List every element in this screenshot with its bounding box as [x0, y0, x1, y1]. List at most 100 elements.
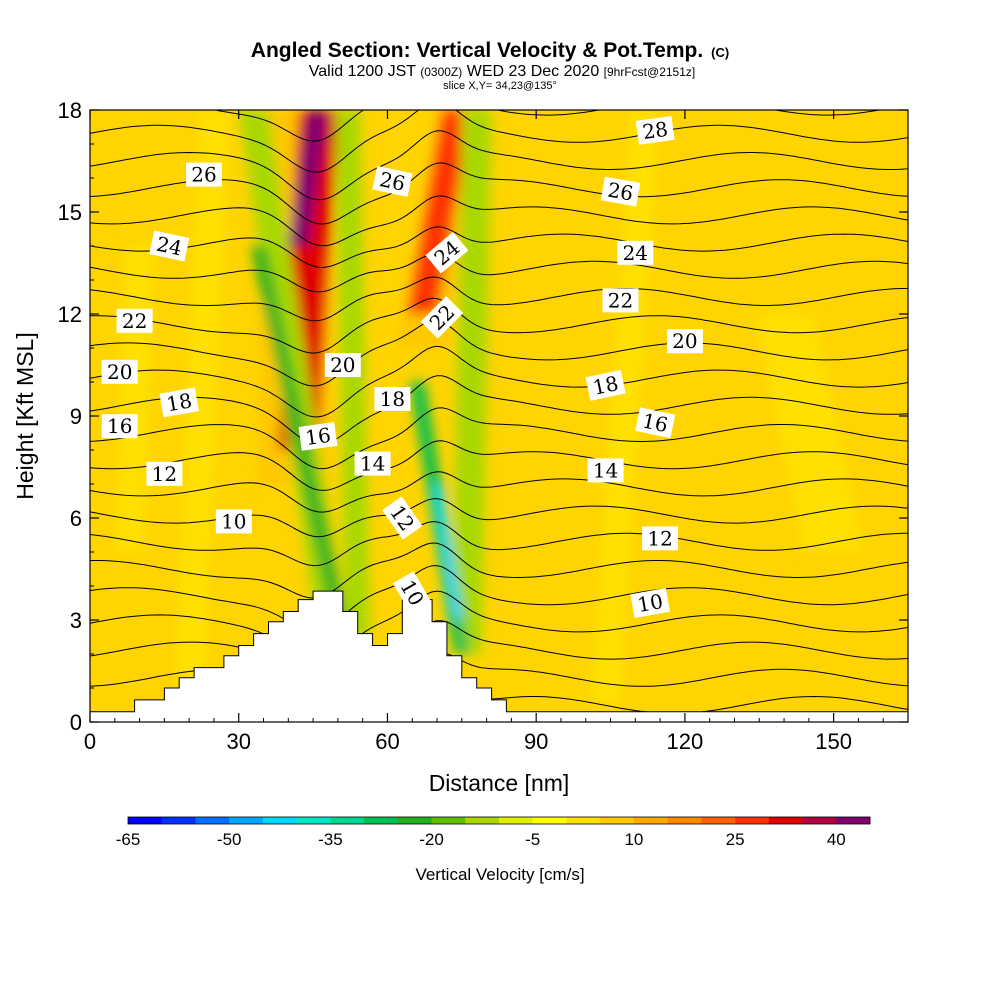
- contour-label-bg: [420, 296, 464, 339]
- terrain: [90, 590, 908, 722]
- colorbar-swatch: [397, 817, 432, 824]
- theta-contour-line: [90, 407, 908, 470]
- velocity-band: [174, 110, 229, 705]
- contour-label-text: 14: [593, 458, 618, 482]
- colorbar-swatch: [701, 817, 736, 824]
- contour-label-text: 22: [608, 288, 633, 312]
- colorbar-label: Vertical Velocity [cm/s]: [415, 865, 584, 884]
- theta-contour-line: [90, 345, 908, 418]
- colorbar-swatch: [262, 817, 297, 824]
- colorbar-tick-label: -35: [318, 830, 343, 849]
- theta-contour-line: [90, 565, 908, 632]
- contour-label-bg: [101, 414, 138, 439]
- theta-contour-line: [90, 162, 908, 225]
- contour-label-text: 16: [640, 408, 670, 437]
- slice-label: slice X,Y= 34,23@135°: [443, 80, 557, 92]
- contour-label-text: 12: [647, 526, 672, 550]
- y-tick-label: 0: [70, 710, 82, 735]
- theta-contour-line: [90, 130, 908, 201]
- contour-label: 20: [666, 329, 703, 354]
- colorbar-swatch: [836, 817, 871, 824]
- contour-label-text: 26: [191, 163, 216, 187]
- x-tick-label: 90: [524, 729, 548, 754]
- theta-contour-line: [90, 110, 908, 173]
- contour-label-bg: [159, 387, 200, 418]
- contour-label-bg: [617, 240, 654, 265]
- theta-contour-line: [90, 226, 908, 269]
- contour-label-bg: [642, 526, 679, 551]
- contour-label: 18: [159, 387, 200, 418]
- colorbar-tick-label: -65: [116, 830, 141, 849]
- theta-contour-line: [90, 195, 908, 247]
- contour-label-bg: [425, 232, 469, 274]
- x-axis: 0 30 60 90 120 150: [84, 110, 884, 754]
- contour-label-text: 20: [107, 360, 132, 384]
- contour-label: 16: [298, 422, 338, 451]
- contour-label-text: 16: [304, 423, 333, 450]
- contour-label-text: 20: [672, 329, 697, 353]
- chart-title: Angled Section: Vertical Velocity & Pot.…: [251, 39, 729, 62]
- contour-label-text: 14: [360, 452, 385, 476]
- contour-label-bg: [630, 588, 671, 618]
- y-tick-label: 12: [58, 302, 82, 327]
- theta-contour-line: [90, 471, 908, 513]
- colorbar-swatch: [229, 817, 264, 824]
- colorbar-tick-label: -50: [217, 830, 242, 849]
- contour-label-bg: [587, 458, 624, 483]
- contour-label: 26: [600, 176, 641, 207]
- colorbar-tick-label: 40: [827, 830, 846, 849]
- contour-label-bg: [324, 353, 361, 377]
- contour-label: 12: [642, 526, 679, 551]
- contour-label-bg: [602, 288, 639, 313]
- contour-label-bg: [666, 329, 703, 354]
- colorbar-swatch: [802, 817, 837, 824]
- contour-label-text: 28: [641, 117, 670, 144]
- theta-contour-line: [90, 542, 908, 599]
- contour-label-bg: [149, 230, 190, 262]
- contour-label-bg: [116, 308, 153, 333]
- colorbar-swatch: [296, 817, 331, 824]
- y-axis-label: Height [Kft MSL]: [12, 332, 38, 499]
- colorbar-swatch: [499, 817, 534, 824]
- velocity-band: [754, 314, 864, 552]
- contour-label-bg: [354, 451, 391, 476]
- contour-label: 16: [635, 407, 676, 439]
- contour-label-bg: [392, 571, 432, 615]
- contour-label-text: 10: [636, 589, 665, 617]
- contour-label-bg: [186, 162, 222, 187]
- colorbar-swatch: [431, 817, 466, 824]
- colorbar: -65 -50 -35 -20 -5 10 25 40: [116, 816, 871, 849]
- colorbar-tick-label: 25: [726, 830, 745, 849]
- colorbar-swatch: [566, 817, 601, 824]
- contour-label: 12: [146, 461, 183, 486]
- contour-label: 18: [585, 369, 626, 401]
- velocity-band: [407, 110, 472, 314]
- chart-subtitle: Valid 1200 JST (0300Z) WED 23 Dec 2020 […: [309, 63, 695, 80]
- contour-label-bg: [382, 496, 423, 540]
- contour-label: 28: [635, 116, 675, 145]
- contour-label: 14: [354, 451, 391, 476]
- y-tick-label: 9: [70, 404, 82, 429]
- contour-label-bg: [101, 359, 138, 384]
- theta-contour-line: [90, 620, 908, 690]
- colorbar-swatch: [195, 817, 230, 824]
- contour-label-bg: [298, 422, 338, 451]
- y-tick-label: 6: [70, 506, 82, 531]
- colorbar-swatch: [330, 817, 365, 824]
- colorbar-swatch: [128, 817, 163, 824]
- contour-label: 10: [630, 588, 671, 618]
- contour-label-text: 18: [380, 387, 405, 411]
- contour-label: 26: [372, 165, 413, 197]
- y-axis: 0 3 6 9 12 15 18: [58, 98, 908, 735]
- x-tick-label: 120: [667, 729, 704, 754]
- contour-label-text: 18: [591, 371, 621, 400]
- theta-contour-line: [90, 276, 908, 322]
- contour-label: 22: [116, 308, 153, 333]
- contour-label-text: 22: [122, 309, 147, 333]
- theta-contour-line: [90, 297, 908, 354]
- colorbar-swatch: [667, 817, 702, 824]
- x-tick-label: 150: [815, 729, 852, 754]
- x-tick-label: 30: [226, 729, 250, 754]
